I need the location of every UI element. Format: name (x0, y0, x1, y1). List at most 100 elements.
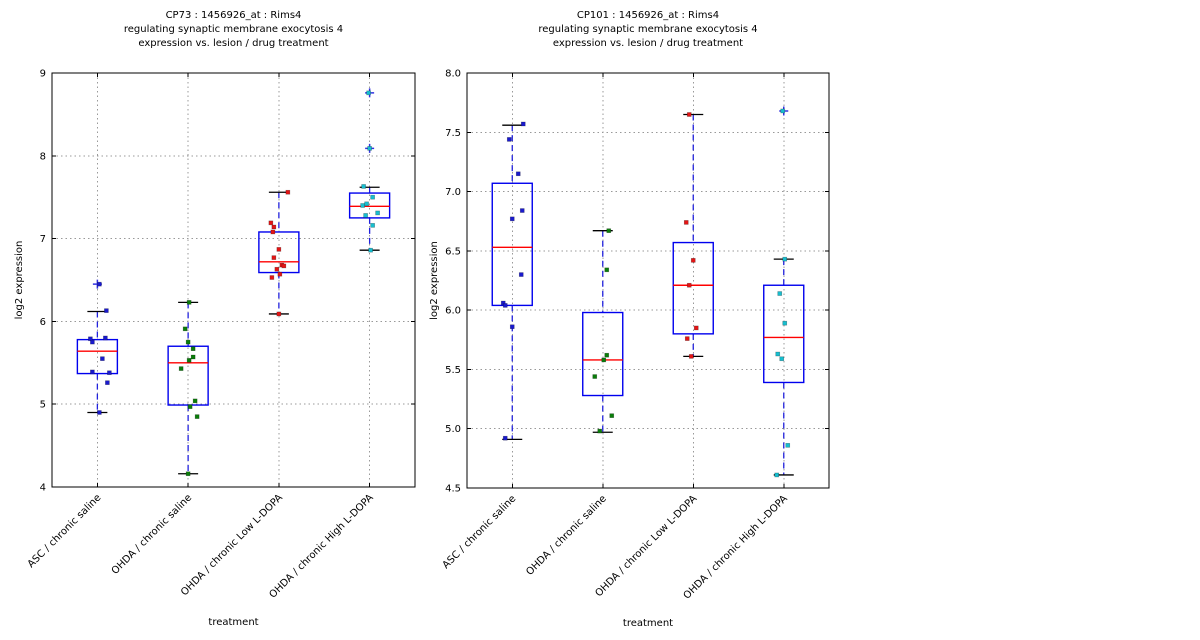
data-point-marker (361, 184, 366, 189)
y-axis-label: log2 expression (14, 241, 25, 320)
data-point-marker (182, 326, 188, 332)
data-point-marker (186, 300, 192, 305)
data-point-marker (601, 357, 607, 363)
data-point-marker (519, 208, 525, 213)
data-point-marker (363, 213, 368, 218)
data-point-marker (271, 255, 277, 260)
data-point-marker (592, 374, 598, 379)
data-point-marker (509, 216, 515, 222)
data-point-marker (105, 380, 110, 385)
data-point-marker (269, 275, 275, 280)
data-point-marker (360, 203, 365, 208)
plot-title-line: regulating synaptic membrane exocytosis … (538, 24, 757, 35)
x-tick-label: ASC / chronic saline (26, 492, 104, 570)
data-point-marker (97, 410, 102, 415)
data-point-marker (370, 223, 375, 228)
data-point-marker (375, 210, 380, 216)
plot-area (467, 73, 829, 488)
plot-title-line: expression vs. lesion / drug treatment (553, 38, 743, 49)
y-axis-label: log2 expression (429, 241, 440, 320)
x-tick-label: ASC / chronic saline (441, 493, 519, 571)
plot-title-line: expression vs. lesion / drug treatment (138, 38, 328, 49)
data-point-marker (609, 413, 615, 418)
x-tick-label: OHDA / chronic Low L-DOPA (593, 493, 699, 599)
data-point-marker (190, 346, 196, 352)
data-point-marker (194, 414, 200, 419)
data-point-marker (285, 189, 291, 195)
plot-title-line: regulating synaptic membrane exocytosis … (124, 24, 343, 35)
data-point-marker (690, 258, 696, 263)
data-point-marker (604, 352, 610, 358)
data-point-marker (774, 472, 780, 478)
data-point-marker (684, 336, 690, 341)
x-axis-label: treatment (623, 618, 673, 629)
data-point-marker (520, 121, 526, 127)
plot-area (52, 73, 415, 487)
data-point-marker (693, 325, 699, 331)
data-point-marker (515, 171, 521, 177)
data-point-marker (782, 320, 788, 326)
x-tick-label: OHDA / chronic Low L-DOPA (179, 492, 285, 598)
data-point-marker (688, 354, 694, 359)
data-point-marker (90, 369, 95, 375)
data-point-marker (780, 108, 786, 114)
data-point-marker (185, 339, 191, 345)
data-point-marker (686, 282, 692, 288)
data-point-marker (276, 247, 282, 252)
y-tick-label: 7.0 (445, 187, 461, 198)
y-tick-label: 6.5 (445, 246, 461, 257)
data-point-marker (271, 224, 277, 230)
data-point-marker (364, 201, 369, 207)
data-point-marker (683, 220, 689, 225)
x-tick-label: OHDA / chronic saline (524, 493, 609, 578)
data-point-marker (274, 266, 280, 272)
box (348, 192, 391, 219)
data-point-marker (777, 291, 783, 296)
subplot: ASC / chronic saline OHDA / chronic salin… (429, 72, 830, 602)
x-tick-label: OHDA / chronic High L-DOPA (682, 493, 790, 601)
data-point-marker (506, 137, 512, 142)
data-point-marker (502, 435, 508, 441)
box (582, 311, 624, 397)
plot-title-line: CP101 : 1456926_at : Rims4 (577, 10, 719, 21)
x-tick-label: OHDA / chronic High L-DOPA (267, 492, 375, 600)
subplot: ASC / chronic saline OHDA / chronic salin… (14, 72, 416, 601)
data-point-marker (606, 228, 612, 233)
y-tick-label: 6 (40, 317, 46, 328)
data-point-marker (604, 267, 610, 273)
data-point-marker (277, 271, 283, 277)
y-tick-label: 8.0 (445, 69, 461, 80)
data-point-marker (366, 90, 371, 96)
data-point-marker (107, 370, 112, 376)
plot-border (466, 72, 830, 489)
data-point-marker (187, 404, 193, 409)
data-point-marker (779, 356, 785, 362)
plot-title-line: CP73 : 1456926_at : Rims4 (166, 10, 302, 21)
y-tick-label: 6.0 (445, 306, 461, 317)
x-tick-label: OHDA / chronic saline (110, 492, 195, 577)
data-point-marker (97, 281, 102, 287)
y-tick-label: 7.5 (445, 128, 461, 139)
data-point-marker (597, 428, 603, 434)
data-point-marker (367, 146, 372, 151)
y-tick-label: 8 (40, 151, 46, 162)
box (763, 284, 805, 384)
box (491, 182, 533, 307)
data-point-marker (775, 351, 781, 357)
box (672, 241, 714, 335)
data-point-marker (100, 356, 105, 361)
y-tick-label: 5.0 (445, 424, 461, 435)
data-point-marker (370, 194, 375, 200)
data-point-marker (103, 335, 108, 341)
data-point-marker (185, 471, 191, 477)
data-point-marker (192, 398, 198, 404)
data-point-marker (281, 263, 287, 269)
data-point-marker (502, 303, 508, 308)
data-point-marker (190, 354, 196, 360)
box (76, 338, 119, 375)
y-tick-label: 9 (40, 69, 46, 80)
data-point-marker (186, 358, 192, 363)
y-tick-label: 7 (40, 234, 46, 245)
data-point-marker (686, 112, 692, 117)
